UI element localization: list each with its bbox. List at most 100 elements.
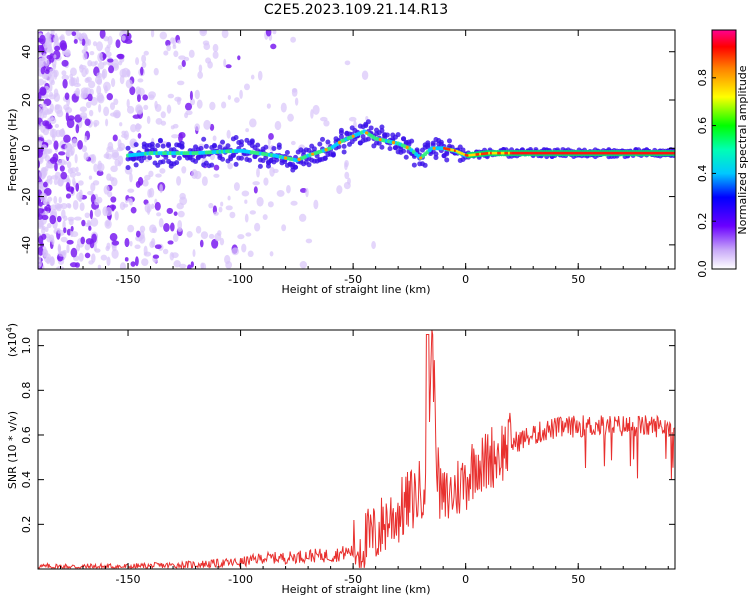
spectrogram-noise-cell [79,202,85,212]
spectrogram-noise-cell [361,70,369,81]
spectrogram-ridge-halo [433,155,439,161]
snr-x-tick-label: 50 [571,573,585,586]
spectrogram-noise-cell [38,106,42,116]
spectrogram-noise-cell [126,98,130,108]
spectrogram-ridge-peak [607,151,610,155]
spectrogram-noise-cell [143,104,149,110]
spectrogram-noise-cell [247,250,254,258]
spectrogram-noise-cell [200,262,207,269]
spectrogram-noise-cell [63,134,71,143]
spectrogram-noise-cell [130,206,137,214]
spectrogram-noise-cell [226,129,231,139]
spectrogram-panel: -150 -100 -50 0 50 -40 -20 0 20 40 Height of str… [6,29,676,296]
spectrogram-ridge-peak [405,145,409,149]
spectrogram-ridge-halo [341,143,347,149]
spectrogram-noise-cell [312,104,320,115]
spectrogram-noise-cell [262,214,268,221]
spectrogram-noise-cell [244,213,249,223]
spectrogram-ridge-halo [446,138,452,144]
spectrogram-noise-cell [249,118,257,128]
spectrogram-noise-cell [58,196,62,204]
spectrogram-ridge-peak [545,151,548,155]
spectrogram-noise-cell [114,210,119,221]
spectrogram-noise-cell [57,243,61,254]
spectrogram-noise-cell [176,97,181,106]
spectrogram-noise-cell [176,39,182,44]
spectrogram-ridge-halo [387,146,393,152]
spectrogram-noise-cell [287,113,294,122]
spectrogram-noise-cell [96,85,102,95]
spectrogram-ridge-peak [543,151,546,155]
spectrogram-ridge-halo [141,155,147,161]
spectrogram-noise-cell [84,77,90,84]
spectrogram-ridge-peak [529,151,532,155]
spectrogram-ridge-peak [457,150,460,154]
spectrogram-noise-cell [143,50,149,56]
spectrogram-noise-cell [217,230,222,237]
spectrogram-noise-cell [75,123,80,134]
spectrogram-noise-cell [181,166,187,174]
spectrogram-ridge-peak [531,151,534,155]
spectrogram-ridge-peak [551,151,554,155]
spectrogram-noise-cell [41,225,46,231]
spectrogram-noise-cell [50,79,55,86]
spectrogram-noise-cell [44,69,50,74]
spectrogram-noise-cell [198,64,203,73]
spectrogram-noise-cell [117,139,122,149]
spectrogram-noise-cell [112,134,118,142]
spectrogram-noise-cell [224,254,231,265]
spectrogram-noise-cell [148,170,154,178]
spectrogram-ridge-peak [480,152,483,156]
spectrogram-ridge-peak [466,154,469,157]
spectrogram-noise-cell [141,54,147,63]
spectrogram-ridge-peak [461,152,464,155]
spectrogram-noise-cell [126,105,135,114]
spectrogram-noise-cell [172,37,176,47]
spectrogram-noise-cell [154,100,158,109]
spectrogram-noise-cell [93,163,98,173]
spectrogram-ridge-halo [211,142,217,148]
spectrogram-ridge-peak [484,152,487,155]
spectrogram-noise-cell [66,161,72,169]
spectrogram-ridge-peak [583,151,586,155]
spectrogram-noise-cell [42,73,48,80]
spectrogram-noise-cell [141,61,147,68]
spectrogram-noise-cell [177,219,183,230]
spectrogram-ridge-peak [592,151,595,155]
spectrogram-ridge-halo [133,162,139,168]
spectrogram-noise-cell [80,90,89,99]
spectrogram-noise-cell [184,102,193,111]
spectrogram-ridge-halo [433,151,439,157]
spectrogram-noise-cell [70,150,74,156]
snr-x-tick-label: -100 [228,573,253,586]
spectrogram-ridge-peak [661,151,664,155]
spectrogram-noise-cell [256,167,260,178]
spectrogram-noise-cell [267,201,274,208]
snr-plot-area [38,330,675,569]
spectrogram-noise-cell [225,64,232,69]
spectrogram-noise-cell [127,224,135,233]
spectrogram-ridge-halo [401,148,407,154]
spectrogram-noise-cell [102,53,107,60]
spectrogram-noise-cell [118,155,124,165]
spectrogram-noise-cell [272,30,277,35]
spectrogram-ridge-halo [174,160,180,166]
chart-title: C2E5.2023.109.21.14.R13 [264,2,448,18]
spectrogram-noise-cell [75,172,81,177]
spectrogram-noise-cell [79,112,88,119]
spectrogram-ridge-peak [623,151,626,155]
spectrogram-noise-cell [100,254,108,261]
spectrogram-noise-cell [111,152,120,161]
spectrogram-noise-cell [134,244,141,250]
spectrogram-noise-cell [103,106,110,117]
spectrogram-noise-cell [81,145,88,153]
spectrogram-ridge-peak [558,151,561,155]
spectrogram-noise-cell [245,128,250,133]
spectrogram-ridge-peak [534,151,537,155]
spectrogram-noise-cell [124,257,129,262]
spectrogram-ridge-peak [653,151,656,155]
spectrogram-noise-cell [310,109,314,119]
spectrogram-ridge-peak [324,148,328,152]
spectrogram-noise-cell [348,116,357,122]
spectrogram-ridge-halo [133,142,139,148]
